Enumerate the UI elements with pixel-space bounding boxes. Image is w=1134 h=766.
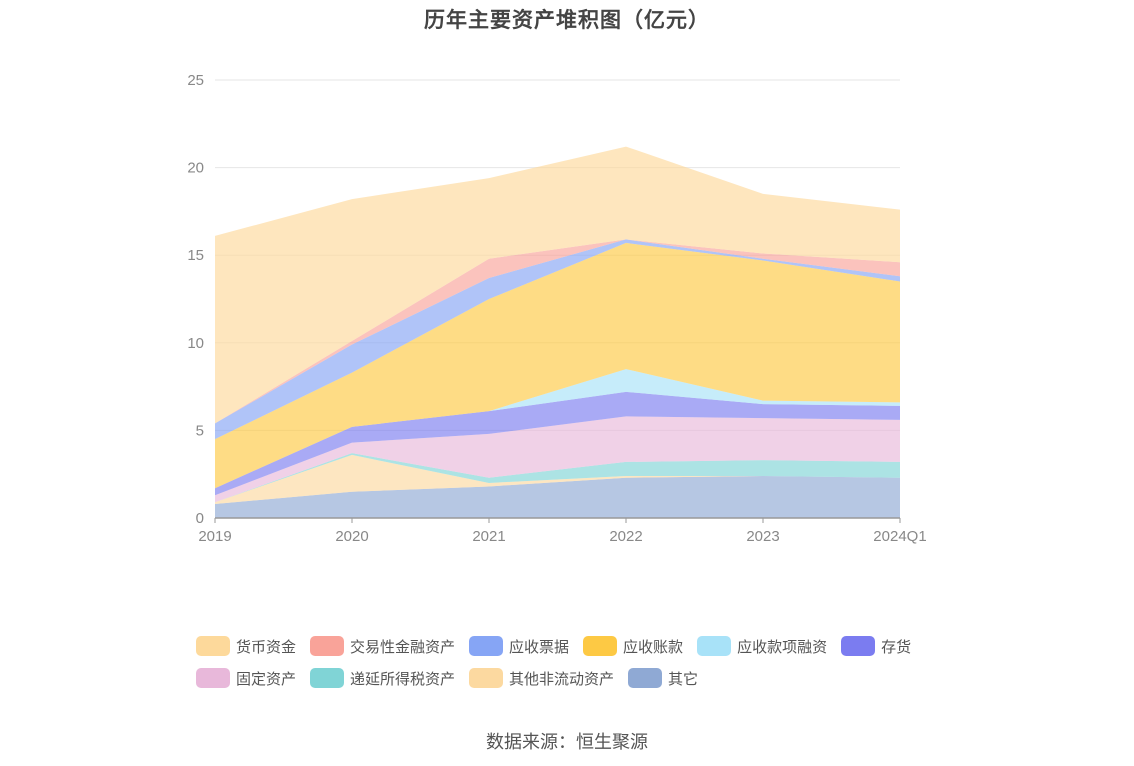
legend-swatch	[310, 668, 345, 688]
legend-label: 货币资金	[236, 638, 297, 656]
chart-legend: 货币资金 交易性金融资产 应收票据 应收账款 应收款项融资 存货 固定资产	[196, 630, 976, 694]
x-tick-label: 2019	[198, 528, 231, 545]
legend-label: 固定资产	[236, 670, 297, 688]
area-series	[215, 391, 900, 496]
legend-swatch	[469, 636, 504, 656]
legend-item-cash[interactable]: 货币资金	[196, 636, 296, 657]
area-series	[215, 416, 900, 503]
y-tick-label: 5	[196, 422, 204, 439]
y-tick-label: 20	[187, 160, 204, 177]
legend-item-other[interactable]: 其它	[628, 668, 698, 689]
legend-label: 应收账款	[623, 638, 684, 656]
legend-item-trading-assets[interactable]: 交易性金融资产	[310, 636, 455, 657]
y-tick-label: 10	[187, 335, 204, 352]
legend-swatch	[697, 636, 732, 656]
x-tick-label: 2020	[335, 528, 368, 545]
legend-swatch	[469, 668, 504, 688]
y-tick-label: 15	[187, 247, 204, 264]
area-series	[215, 146, 900, 424]
y-tick-label: 0	[196, 510, 204, 527]
area-series	[215, 475, 900, 518]
legend-swatch	[583, 636, 618, 656]
area-series	[215, 369, 900, 489]
data-source: 数据来源：恒生聚源	[486, 732, 648, 752]
legend-label: 交易性金融资产	[350, 638, 456, 656]
legend-swatch	[628, 668, 663, 688]
legend-swatch	[310, 636, 345, 656]
legend-label: 其他非流动资产	[509, 670, 615, 688]
x-tick-label: 2024Q1	[873, 528, 926, 545]
x-tick-label: 2023	[746, 528, 779, 545]
legend-swatch	[841, 636, 876, 656]
x-tick-label: 2022	[609, 528, 642, 545]
legend-item-accounts-receivable[interactable]: 应收账款	[583, 636, 683, 657]
area-series	[215, 242, 900, 489]
legend-label: 应收票据	[509, 638, 570, 656]
legend-item-receivables-financing[interactable]: 应收款项融资	[697, 636, 827, 657]
legend-swatch	[196, 668, 230, 688]
legend-item-notes-receivable[interactable]: 应收票据	[469, 636, 569, 657]
legend-label: 其它	[668, 670, 699, 688]
legend-item-deferred-tax-assets[interactable]: 递延所得税资产	[310, 668, 455, 689]
chart-title: 历年主要资产堆积图（亿元）	[424, 9, 710, 32]
legend-label: 存货	[881, 638, 912, 656]
legend-item-fixed-assets[interactable]: 固定资产	[196, 668, 296, 689]
legend-item-other-noncurrent-assets[interactable]: 其他非流动资产	[469, 668, 614, 689]
legend-item-inventory[interactable]: 存货	[841, 636, 911, 657]
x-tick-label: 2021	[472, 528, 505, 545]
legend-row-1: 货币资金 交易性金融资产 应收票据 应收账款 应收款项融资 存货	[196, 630, 976, 662]
area-series	[215, 453, 900, 503]
legend-label: 递延所得税资产	[350, 670, 456, 688]
legend-row-2: 固定资产 递延所得税资产 其他非流动资产 其它	[196, 662, 976, 694]
legend-swatch	[196, 636, 230, 656]
y-tick-label: 25	[187, 72, 204, 89]
legend-label: 应收款项融资	[737, 638, 828, 656]
